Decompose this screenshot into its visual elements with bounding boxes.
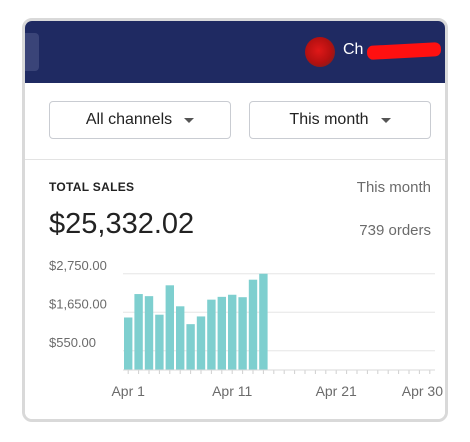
- order-count: 739 orders: [359, 222, 431, 239]
- user-name[interactable]: Ch: [343, 41, 364, 58]
- x-tick-label: Apr 30: [402, 383, 443, 399]
- bar[interactable]: [124, 317, 133, 371]
- period-filter-label: This month: [289, 111, 369, 128]
- bar[interactable]: [186, 324, 195, 370]
- card-title: TOTAL SALES: [49, 180, 135, 194]
- x-tick-label: Apr 11: [212, 383, 252, 399]
- app-frame: Ch All channels This month TOTAL SALES T…: [22, 18, 448, 422]
- bar[interactable]: [144, 296, 154, 370]
- search-bar[interactable]: [25, 33, 39, 71]
- bar[interactable]: [259, 273, 268, 370]
- avatar[interactable]: [305, 37, 335, 67]
- top-bar: Ch: [25, 21, 445, 83]
- bar[interactable]: [176, 306, 185, 370]
- y-tick-label: $2,750.00: [49, 258, 107, 273]
- channel-filter-button[interactable]: All channels: [49, 101, 231, 139]
- bar[interactable]: [134, 294, 143, 370]
- bar[interactable]: [155, 314, 164, 370]
- filter-bar: All channels This month: [25, 83, 445, 160]
- bar[interactable]: [217, 296, 226, 370]
- x-tick-label: Apr 21: [316, 383, 357, 399]
- bar[interactable]: [238, 297, 247, 370]
- period-filter-button[interactable]: This month: [249, 101, 431, 139]
- total-sales-card: TOTAL SALES This month $25,332.02 739 or…: [25, 160, 445, 419]
- caret-down-icon: [184, 117, 195, 123]
- card-period: This month: [356, 179, 431, 196]
- sales-chart: $2,750.00 $1,650.00 $550.00 Apr 1 Apr 11 Apr …: [49, 258, 443, 399]
- y-tick-label: $550.00: [49, 335, 96, 350]
- bar[interactable]: [165, 285, 174, 370]
- x-tick-label: Apr 1: [111, 383, 145, 399]
- bar[interactable]: [196, 316, 206, 370]
- redaction-mark: [366, 42, 442, 60]
- bar[interactable]: [228, 294, 237, 370]
- bar[interactable]: [248, 279, 258, 370]
- y-tick-label: $1,650.00: [49, 296, 107, 311]
- caret-down-icon: [380, 117, 391, 123]
- bar[interactable]: [207, 299, 216, 370]
- channel-filter-label: All channels: [85, 111, 173, 128]
- total-sales-amount: $25,332.02: [49, 208, 195, 240]
